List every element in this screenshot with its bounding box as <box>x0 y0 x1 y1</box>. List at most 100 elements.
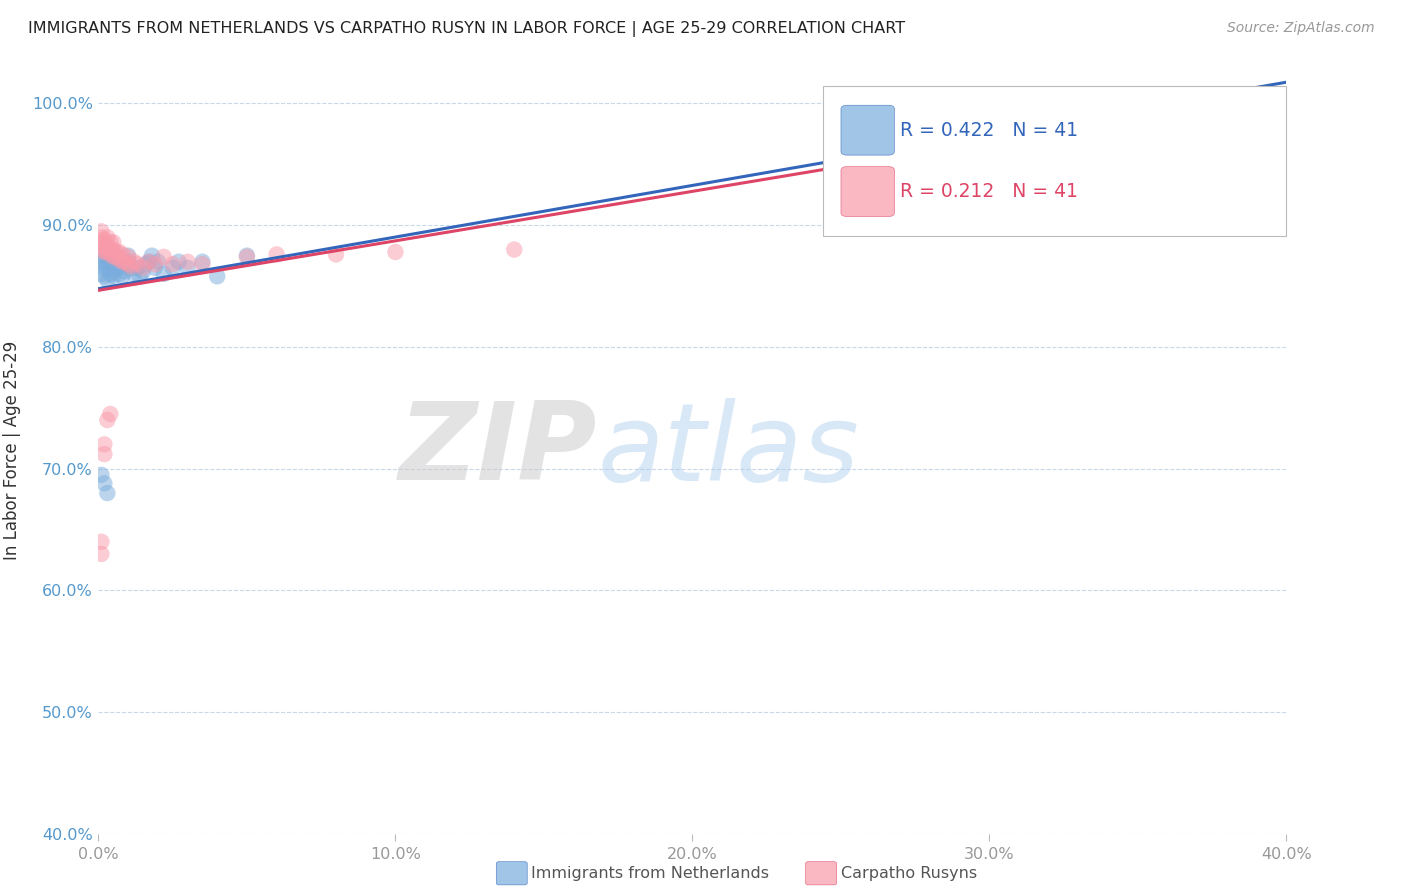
Point <box>90 467 112 482</box>
Point <box>111 269 134 284</box>
Point <box>114 264 136 278</box>
Point <box>96 230 118 244</box>
Point <box>503 243 526 257</box>
Point <box>93 260 115 275</box>
Point <box>96 413 118 427</box>
Text: IMMIGRANTS FROM NETHERLANDS VS CARPATHO RUSYN IN LABOR FORCE | AGE 25-29 CORRELA: IMMIGRANTS FROM NETHERLANDS VS CARPATHO … <box>28 21 905 37</box>
Point <box>90 236 112 251</box>
Point <box>122 254 145 268</box>
Point <box>117 249 139 263</box>
Point <box>108 260 131 275</box>
Point <box>129 269 152 284</box>
Point <box>93 437 115 451</box>
Point <box>117 254 139 268</box>
Point <box>93 269 115 284</box>
Point <box>138 254 160 268</box>
Point <box>135 257 157 271</box>
Point <box>103 257 125 271</box>
Point <box>93 254 115 268</box>
Point <box>236 249 259 263</box>
Point <box>96 486 118 500</box>
Point <box>90 230 112 244</box>
FancyBboxPatch shape <box>841 167 894 217</box>
Point <box>93 476 115 491</box>
Point <box>108 244 131 259</box>
Point <box>132 264 155 278</box>
Point <box>143 257 166 271</box>
Point <box>90 267 112 281</box>
Point <box>162 260 184 275</box>
Point <box>98 267 121 281</box>
Point <box>93 447 115 461</box>
Point <box>111 254 134 268</box>
Point <box>176 260 198 275</box>
FancyBboxPatch shape <box>823 87 1286 235</box>
Point <box>108 267 131 281</box>
Point <box>152 267 174 281</box>
Point <box>122 267 145 281</box>
Point <box>384 244 406 259</box>
Point <box>93 244 115 259</box>
Point <box>96 273 118 287</box>
Point <box>90 534 112 549</box>
Point <box>105 244 128 259</box>
Point <box>105 250 128 264</box>
Point <box>138 254 160 268</box>
Point <box>141 249 163 263</box>
Point <box>98 257 121 271</box>
Point <box>90 243 112 257</box>
Point <box>103 264 125 278</box>
Point <box>143 260 166 275</box>
Point <box>90 547 112 561</box>
Point <box>103 250 125 264</box>
Text: ZIP: ZIP <box>399 398 598 503</box>
Point <box>1216 96 1239 111</box>
Point <box>266 247 288 261</box>
Point <box>236 250 259 264</box>
Text: Carpatho Rusyns: Carpatho Rusyns <box>841 866 977 880</box>
Point <box>205 269 228 284</box>
Point <box>162 257 184 271</box>
Point <box>98 235 121 250</box>
Text: R = 0.422   N = 41: R = 0.422 N = 41 <box>900 121 1078 140</box>
Point <box>98 243 121 257</box>
Point <box>191 257 214 271</box>
Point <box>152 250 174 264</box>
Text: Source: ZipAtlas.com: Source: ZipAtlas.com <box>1227 21 1375 35</box>
Point <box>103 269 125 284</box>
Text: R = 0.212   N = 41: R = 0.212 N = 41 <box>900 183 1078 202</box>
Point <box>1216 96 1239 111</box>
Point <box>114 254 136 268</box>
Point <box>96 254 118 268</box>
Y-axis label: In Labor Force | Age 25-29: In Labor Force | Age 25-29 <box>3 341 21 560</box>
Point <box>176 254 198 268</box>
FancyBboxPatch shape <box>841 105 894 155</box>
Point <box>90 249 112 263</box>
Point <box>125 260 148 275</box>
Point <box>105 254 128 268</box>
Text: atlas: atlas <box>598 398 859 503</box>
Point <box>146 254 169 268</box>
Point <box>117 257 139 271</box>
Point <box>93 240 115 254</box>
Point <box>120 260 142 275</box>
Point <box>111 247 134 261</box>
Point <box>96 239 118 253</box>
Point <box>96 244 118 259</box>
Point <box>98 407 121 421</box>
Point <box>103 243 125 257</box>
Point <box>191 254 214 268</box>
Point <box>90 254 112 268</box>
Point <box>108 252 131 267</box>
Point <box>105 260 128 275</box>
Point <box>114 257 136 271</box>
Point <box>132 260 155 275</box>
Point <box>98 247 121 261</box>
Point <box>103 235 125 250</box>
Point <box>325 247 347 261</box>
Point <box>96 260 118 275</box>
Point <box>90 224 112 238</box>
Point <box>120 260 142 274</box>
Text: Immigrants from Netherlands: Immigrants from Netherlands <box>531 866 769 880</box>
Point <box>93 233 115 247</box>
